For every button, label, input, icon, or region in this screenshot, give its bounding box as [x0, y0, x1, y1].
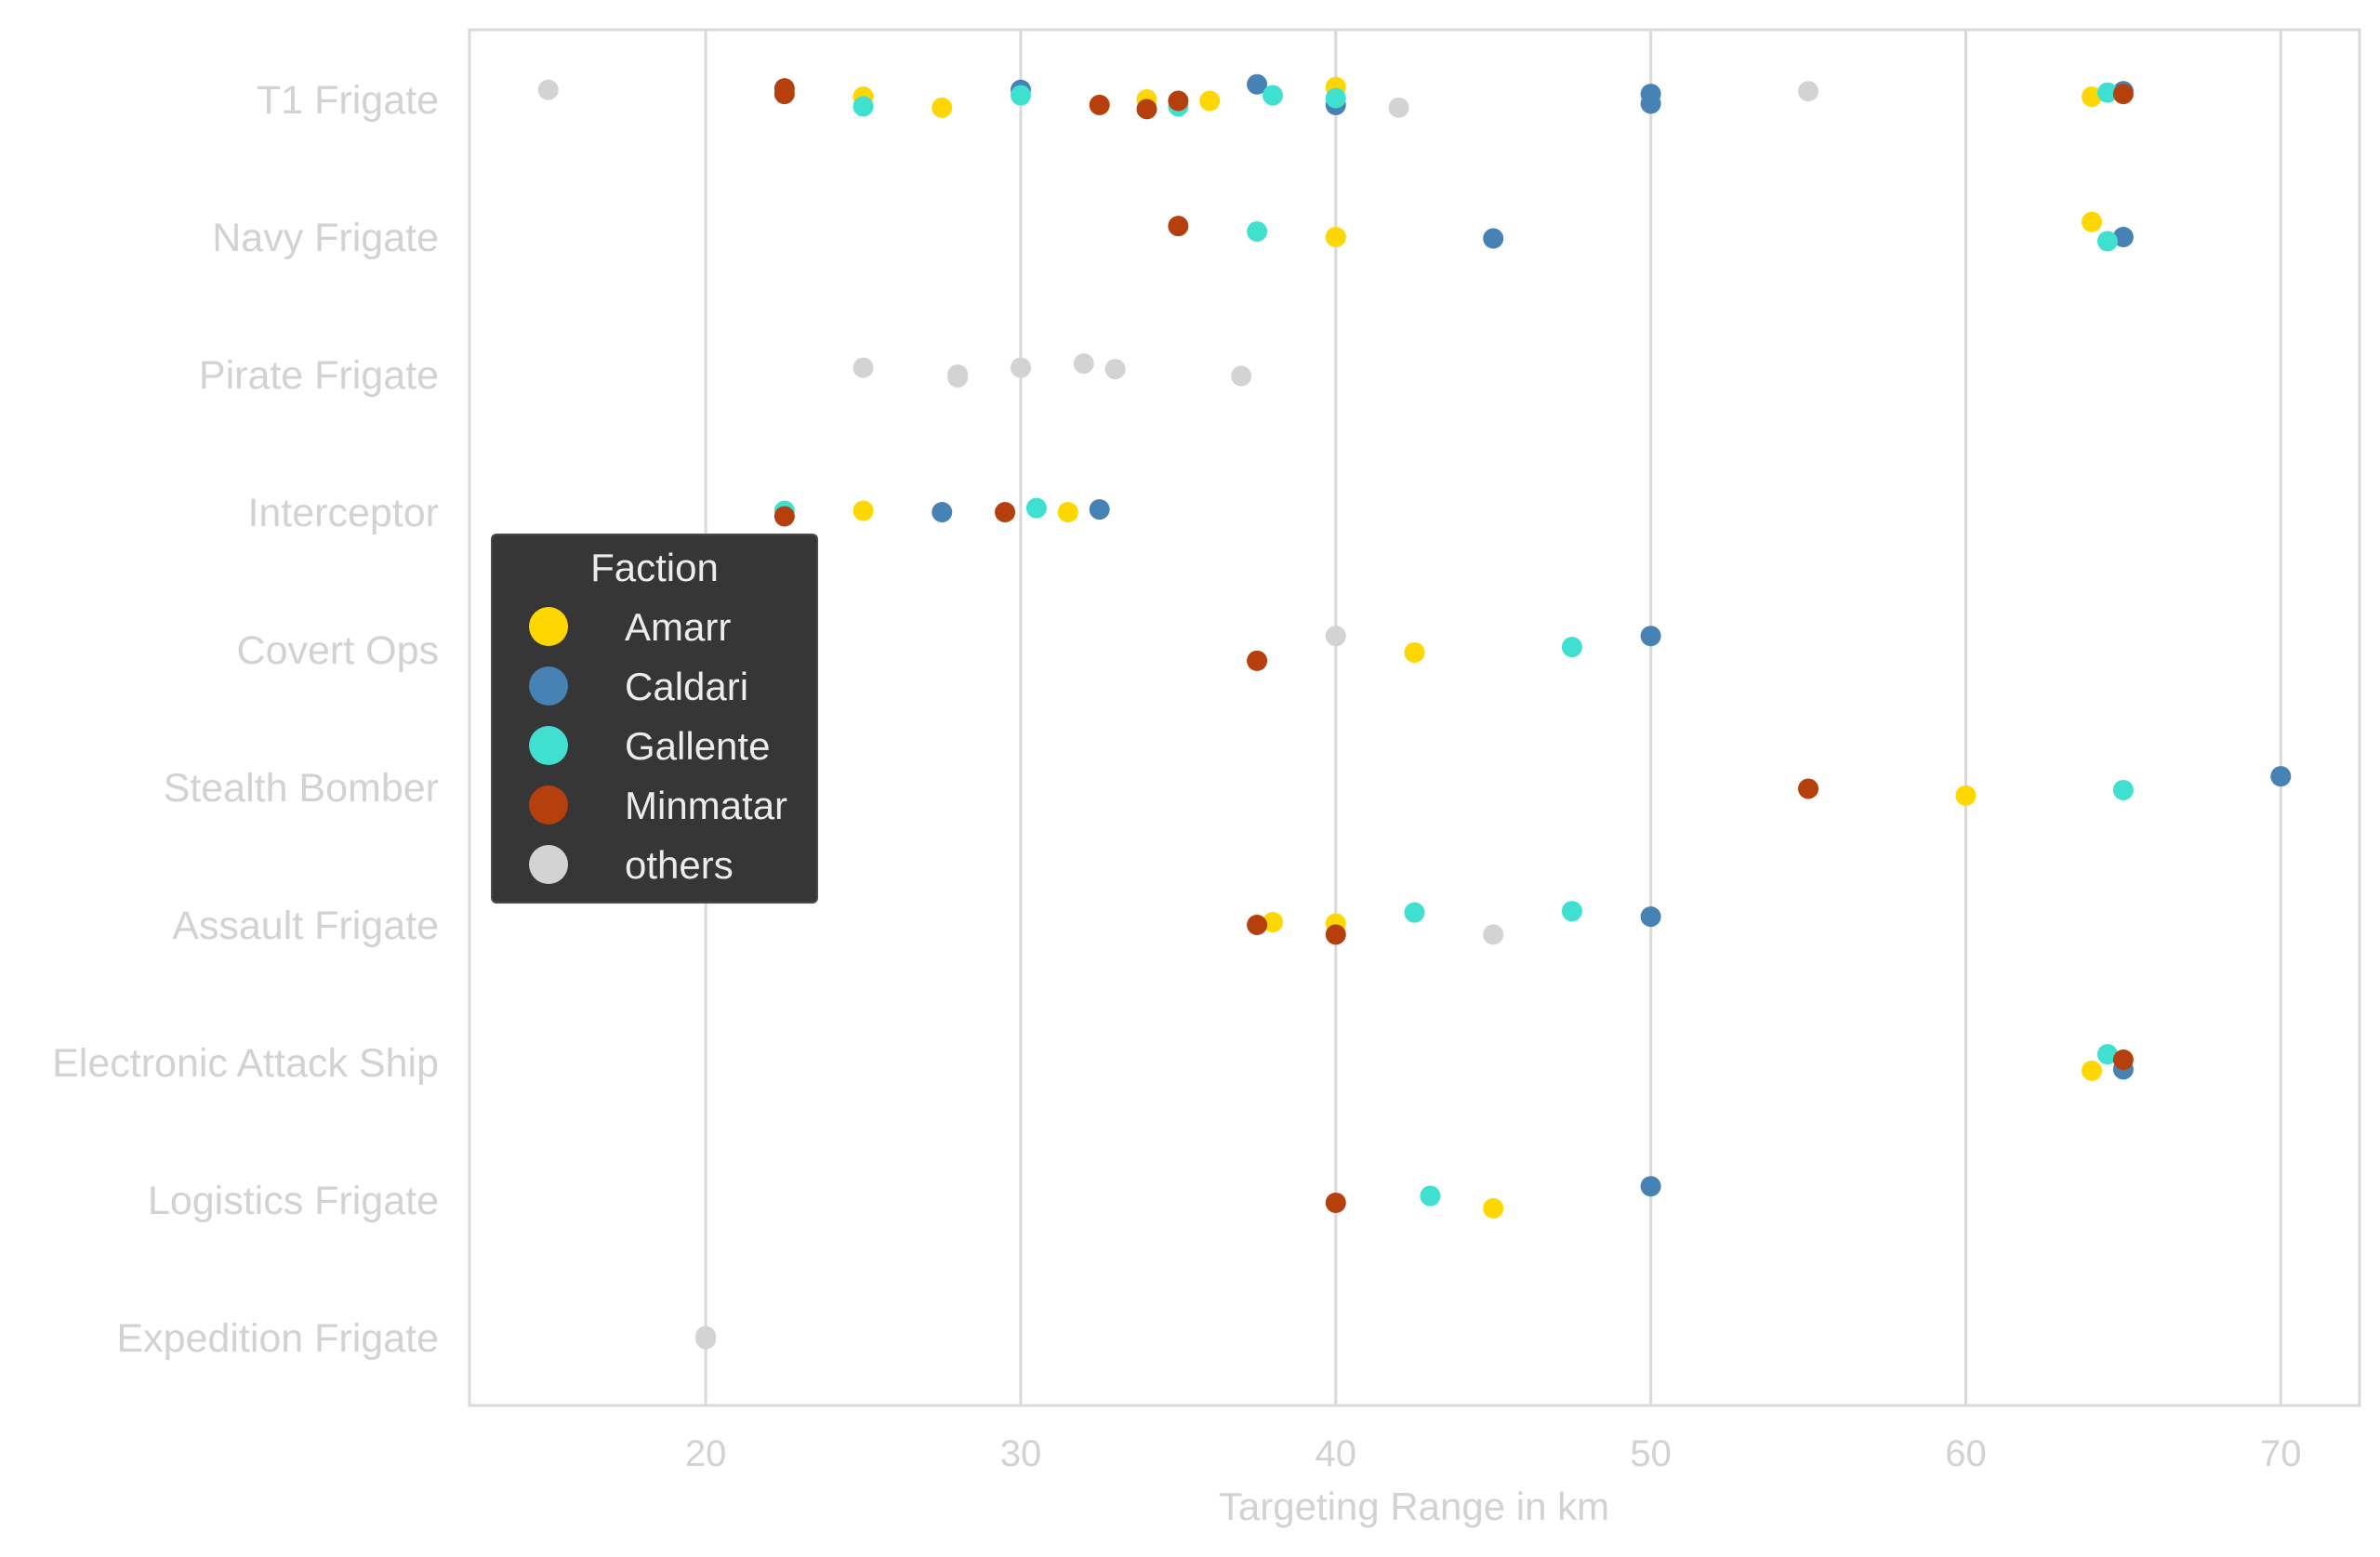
point-minmatar-interceptor-8 [995, 502, 1016, 522]
point-caldari-covert-ops-10 [1640, 626, 1661, 647]
point-minmatar-assault-frigate-11 [1247, 915, 1268, 935]
category-label-interceptor: Interceptor [247, 491, 439, 535]
legend-entries: Amarr Caldari Gallente Minmatar others [529, 605, 787, 887]
point-minmatar-t1-frigate-4 [1168, 90, 1189, 112]
point-others-expedition-frigate-13 [695, 1328, 717, 1350]
legend-marker-minmatar [529, 785, 568, 825]
point-others-pirate-frigate-6 [1010, 357, 1031, 378]
point-others-pirate-frigate-8 [1104, 359, 1126, 380]
x-tick-label-70: 70 [2260, 1433, 2302, 1474]
category-label-logistics-frigate: Logistics Frigate [148, 1179, 439, 1223]
point-minmatar-t1-frigate-2 [1089, 94, 1110, 115]
legend-marker-gallente [529, 726, 568, 765]
point-minmatar-t1-frigate-1 [774, 84, 795, 105]
point-gallente-covert-ops-10 [1561, 637, 1582, 658]
point-others-t1-frigate-1 [1388, 97, 1409, 118]
point-gallente-navy-frigate-7 [2096, 231, 2118, 252]
x-tick-label-20: 20 [685, 1433, 727, 1474]
point-caldari-interceptor-9 [1089, 499, 1110, 521]
category-label-navy-frigate: Navy Frigate [212, 216, 439, 260]
point-others-pirate-frigate-9 [1231, 365, 1252, 387]
point-gallente-navy-frigate-6 [1247, 221, 1268, 243]
legend-title: Faction [590, 546, 719, 589]
plot-frame [468, 28, 2361, 1407]
point-minmatar-t1-frigate-5 [2112, 84, 2134, 105]
point-gallente-t1-frigate-3 [1263, 85, 1284, 106]
point-gallente-t1-frigate-0 [853, 96, 874, 117]
legend-label-caldari: Caldari [625, 665, 748, 708]
point-amarr-interceptor-8 [853, 500, 874, 521]
x-tick-label-30: 30 [1000, 1433, 1042, 1474]
point-others-t1-frigate-2 [1798, 81, 1819, 102]
point-caldari-assault-frigate-12 [1640, 906, 1661, 928]
point-caldari-interceptor-8 [932, 502, 953, 522]
category-label-t1-frigate: T1 Frigate [257, 78, 439, 123]
point-gallente-t1-frigate-5 [2096, 82, 2118, 103]
legend-label-gallente: Gallente [625, 724, 770, 768]
point-gallente-electronic-attack-ship-14 [2096, 1044, 2118, 1065]
legend-marker-others [529, 845, 568, 884]
gridlines [704, 30, 2282, 1405]
point-minmatar-interceptor-7 [774, 506, 795, 527]
legend-marker-amarr [529, 607, 568, 646]
point-gallente-stealth-bomber-11 [2112, 779, 2134, 800]
point-amarr-assault-frigate-12 [1263, 912, 1284, 933]
x-tick-labels: 20 30 40 50 60 70 [685, 1433, 2302, 1474]
legend-marker-caldari [529, 666, 568, 706]
point-amarr-t1-frigate-3 [1199, 90, 1221, 112]
point-amarr-navy-frigate-6 [1325, 227, 1346, 247]
point-caldari-navy-frigate-7 [2112, 227, 2134, 247]
point-others-t1-frigate-0 [537, 79, 559, 100]
data-points [537, 73, 2292, 1350]
point-gallente-t1-frigate-1 [1010, 85, 1031, 106]
legend-box [491, 534, 818, 904]
category-label-pirate-frigate: Pirate Frigate [199, 353, 439, 398]
point-caldari-t1-frigate-4 [1640, 93, 1661, 114]
x-axis-label: Targeting Range in km [1219, 1484, 1609, 1528]
point-minmatar-covert-ops-9 [1247, 650, 1268, 671]
point-others-pirate-frigate-7 [1073, 353, 1094, 375]
category-label-electronic-attack-ship: Electronic Attack Ship [52, 1041, 439, 1086]
point-others-covert-ops-10 [1325, 626, 1346, 647]
point-others-assault-frigate-11 [1483, 924, 1504, 945]
point-caldari-stealth-bomber-11 [2270, 766, 2292, 787]
point-gallente-interceptor-9 [1025, 497, 1047, 519]
point-minmatar-logistics-frigate-14 [1325, 1192, 1346, 1213]
point-amarr-t1-frigate-1 [932, 97, 953, 118]
point-minmatar-assault-frigate-12 [1325, 924, 1346, 945]
point-amarr-covert-ops-10 [1404, 641, 1425, 663]
point-amarr-electronic-attack-ship-14 [2081, 1060, 2102, 1081]
category-label-stealth-bomber: Stealth Bomber [164, 766, 439, 811]
x-tick-label-60: 60 [1945, 1433, 1987, 1474]
category-label-assault-frigate: Assault Frigate [172, 904, 439, 948]
x-tick-label-50: 50 [1630, 1433, 1672, 1474]
point-amarr-logistics-frigate-15 [1483, 1197, 1504, 1219]
legend: Faction Amarr Caldari Gallente Minmatar othe… [491, 534, 818, 904]
point-amarr-interceptor-9 [1057, 502, 1078, 522]
legend-label-others: others [625, 843, 734, 887]
legend-label-minmatar: Minmatar [625, 784, 787, 827]
point-gallente-assault-frigate-13 [1561, 901, 1582, 922]
point-minmatar-electronic-attack-ship-13 [2112, 1049, 2134, 1071]
category-label-expedition-frigate: Expedition Frigate [116, 1316, 439, 1361]
point-minmatar-t1-frigate-3 [1136, 99, 1157, 120]
point-gallente-assault-frigate-12 [1404, 902, 1425, 923]
point-others-pirate-frigate-5 [947, 366, 969, 388]
point-gallente-logistics-frigate-15 [1420, 1185, 1441, 1207]
point-others-pirate-frigate-3 [853, 357, 874, 378]
point-amarr-stealth-bomber-11 [1955, 785, 1977, 806]
x-tick-label-40: 40 [1316, 1433, 1357, 1474]
point-caldari-navy-frigate-6 [1483, 228, 1504, 249]
legend-label-amarr: Amarr [625, 605, 731, 649]
category-labels: T1 Frigate Navy Frigate Pirate Frigate Inte… [52, 78, 439, 1361]
point-caldari-t1-frigate-1 [1247, 73, 1268, 95]
point-amarr-navy-frigate-7 [2081, 211, 2102, 232]
point-minmatar-stealth-bomber-10 [1798, 778, 1819, 799]
point-minmatar-navy-frigate-6 [1168, 216, 1189, 237]
point-gallente-t1-frigate-4 [1325, 87, 1346, 109]
category-label-covert-ops: Covert Ops [237, 628, 439, 673]
point-amarr-t1-frigate-5 [2081, 86, 2102, 108]
point-caldari-logistics-frigate-14 [1640, 1176, 1661, 1197]
